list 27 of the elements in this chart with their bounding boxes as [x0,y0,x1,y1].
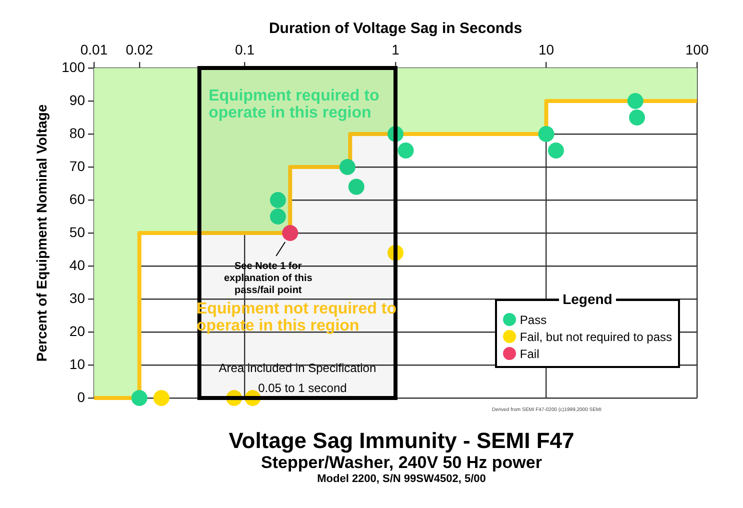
legend-label: Pass [520,312,547,327]
x-tick-label: 0.1 [235,41,255,58]
x-tick-label: 10 [538,41,554,58]
legend-label: Fail [520,346,540,361]
y-tick-label: 20 [69,322,86,339]
y-tick-label: 90 [69,92,86,108]
x-axis-title: Duration of Voltage Sag in Seconds [268,20,522,38]
x-tick-label: 0.01 [80,41,108,58]
x-tick-label: 0.02 [126,41,154,58]
y-tick-label: 100 [62,58,86,75]
y-tick-label: 70 [69,158,86,174]
y-axis-title: Percent of Equipment Nominal Voltage [33,104,50,362]
y-tick-label: 80 [69,124,86,141]
x-tick-label: 1 [392,41,400,58]
y-tick-label: 40 [69,256,86,273]
annotation: Equipment required to operate in this region [208,87,380,122]
y-tick-label: 30 [69,290,86,306]
y-tick-label: 50 [69,224,86,240]
y-tick-label: 10 [69,356,86,372]
text: Voltage Sag Immunity - SEMI F47 [228,428,576,454]
band-label: Area included in Specification 0.05 to 1 second [218,361,376,395]
y-tick-label: 60 [69,190,86,207]
legend-label: Fail, but not required to pass [520,330,672,344]
y-tick-label: 0 [77,388,86,405]
text: Stepper/Washer, 240V 50 Hz power Model 2200, S/N 99SW4502, 5/00 [260,453,543,486]
legend-title: Legend [558,291,616,308]
x-tick-label: 100 [685,41,709,58]
